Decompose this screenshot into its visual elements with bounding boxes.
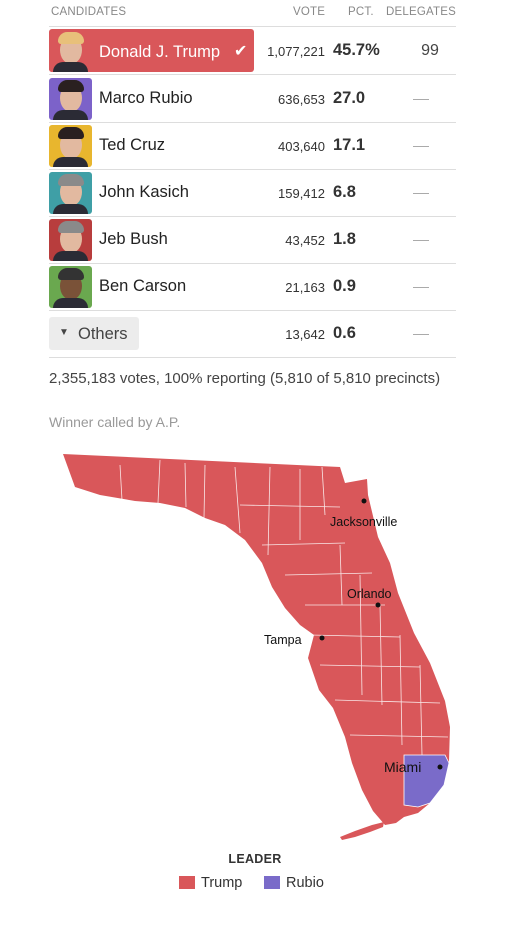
legend-item-rubio: Rubio <box>264 875 324 891</box>
rubio-swatch <box>264 876 280 889</box>
no-delegates-dash <box>413 287 429 288</box>
candidate-photo <box>49 219 92 261</box>
results-table-header: CANDIDATES VOTE PCT. DELEGATES <box>49 0 456 27</box>
no-delegates-dash <box>413 240 429 241</box>
candidate-pct: 1.8 <box>333 230 356 248</box>
others-toggle-button[interactable]: ▼ Others <box>49 317 139 350</box>
trump-counties-region <box>63 454 450 825</box>
candidate-votes: 1,077,221 <box>267 44 325 59</box>
city-label-miami: Miami <box>384 759 421 775</box>
no-delegates-dash <box>413 146 429 147</box>
others-label: Others <box>78 325 128 343</box>
triangle-down-icon: ▼ <box>59 327 69 338</box>
city-markers <box>319 498 443 770</box>
candidate-pct: 0.9 <box>333 277 356 295</box>
no-delegates-dash <box>413 193 429 194</box>
city-dot <box>437 764 443 770</box>
candidate-name: John Kasich <box>99 183 189 201</box>
candidate-name: Donald J. Trump <box>99 43 221 61</box>
city-label-jacksonville: Jacksonville <box>330 515 397 529</box>
candidate-delegates: 99 <box>421 42 439 59</box>
no-delegates-dash <box>413 99 429 100</box>
candidate-pct: 6.8 <box>333 183 356 201</box>
others-votes: 13,642 <box>285 327 325 342</box>
candidate-photo <box>49 172 92 214</box>
candidate-votes: 159,412 <box>278 186 325 201</box>
florida-county-map[interactable]: Jacksonville Orlando Tampa Miami <box>0 445 510 845</box>
candidate-row: John Kasich 159,412 6.8 <box>49 169 456 217</box>
city-dot <box>319 635 325 641</box>
city-dot <box>361 498 367 504</box>
others-row: ▼ Others 13,642 0.6 <box>49 310 456 358</box>
candidate-row: Jeb Bush 43,452 1.8 <box>49 216 456 264</box>
winner-called-note: Winner called by A.P. <box>49 414 181 430</box>
candidate-photo <box>49 78 92 120</box>
candidate-pct: 27.0 <box>333 89 366 107</box>
candidate-photo <box>49 30 92 72</box>
city-label-tampa: Tampa <box>264 633 302 647</box>
col-candidates: CANDIDATES <box>51 6 127 18</box>
winner-highlight: Donald J. Trump ✔ <box>49 29 254 72</box>
florida-keys <box>340 822 384 840</box>
candidate-name: Ted Cruz <box>99 136 166 154</box>
candidate-row: Marco Rubio 636,653 27.0 <box>49 75 456 123</box>
candidate-pct: 45.7% <box>333 41 380 59</box>
county-borders <box>119 459 449 756</box>
city-label-orlando: Orlando <box>347 587 392 601</box>
col-vote: VOTE <box>293 6 326 18</box>
check-icon: ✔ <box>234 43 248 60</box>
candidate-row: Ted Cruz 403,640 17.1 <box>49 122 456 170</box>
city-dot <box>375 602 381 608</box>
candidate-name: Marco Rubio <box>99 89 193 107</box>
legend-title: LEADER <box>228 852 282 866</box>
candidate-name: Jeb Bush <box>99 230 168 248</box>
candidate-name: Ben Carson <box>99 277 187 295</box>
candidate-votes: 636,653 <box>278 92 325 107</box>
legend-label: Rubio <box>286 875 324 891</box>
reporting-summary: 2,355,183 votes, 100% reporting (5,810 o… <box>49 370 441 387</box>
col-pct: PCT. <box>348 6 374 18</box>
candidate-row: Donald J. Trump ✔ 1,077,221 45.7% 99 <box>49 27 456 75</box>
col-delegates: DELEGATES <box>386 6 456 18</box>
candidate-votes: 403,640 <box>278 139 325 154</box>
candidate-photo <box>49 266 92 308</box>
candidate-pct: 17.1 <box>333 136 366 154</box>
legend-item-trump: Trump <box>179 875 242 891</box>
candidate-votes: 43,452 <box>285 233 325 248</box>
others-pct: 0.6 <box>333 324 356 342</box>
candidate-row: Ben Carson 21,163 0.9 <box>49 263 456 311</box>
no-delegates-dash <box>413 334 429 335</box>
candidate-photo <box>49 125 92 167</box>
candidate-votes: 21,163 <box>285 280 325 295</box>
trump-swatch <box>179 876 195 889</box>
legend-label: Trump <box>201 875 243 891</box>
